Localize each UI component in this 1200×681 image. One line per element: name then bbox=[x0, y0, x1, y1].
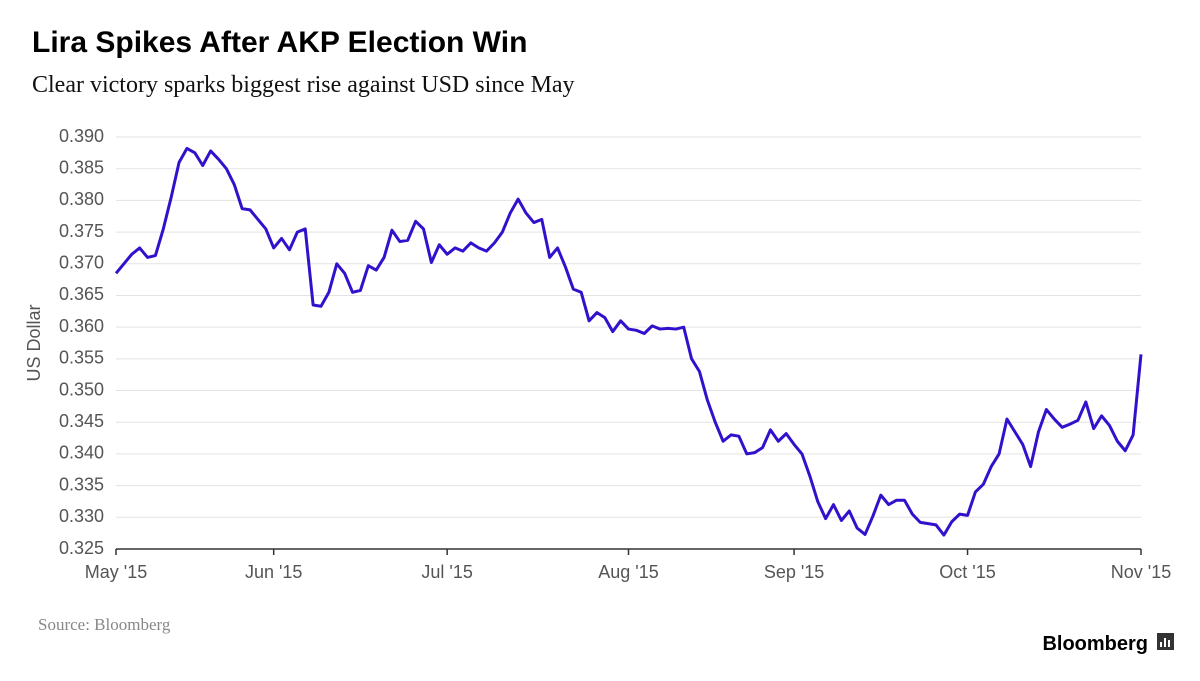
x-tick-label: Nov '15 bbox=[1111, 562, 1171, 582]
y-tick-label: 0.370 bbox=[59, 253, 104, 273]
y-tick-label: 0.325 bbox=[59, 538, 104, 558]
y-tick-label: 0.360 bbox=[59, 316, 104, 336]
x-tick-label: Oct '15 bbox=[939, 562, 995, 582]
y-tick-label: 0.340 bbox=[59, 443, 104, 463]
x-tick-label: Jul '15 bbox=[421, 562, 472, 582]
x-tick-label: Sep '15 bbox=[764, 562, 825, 582]
y-tick-label: 0.390 bbox=[59, 126, 104, 146]
y-tick-label: 0.350 bbox=[59, 379, 104, 399]
brand-icon bbox=[1157, 633, 1174, 650]
source: Source: Bloomberg bbox=[38, 615, 171, 634]
y-tick-label: 0.375 bbox=[59, 221, 104, 241]
brand: Bloomberg bbox=[1042, 633, 1148, 655]
x-tick-label: May '15 bbox=[85, 562, 147, 582]
y-tick-label: 0.355 bbox=[59, 348, 104, 368]
y-tick-label: 0.385 bbox=[59, 157, 104, 177]
y-tick-label: 0.345 bbox=[59, 411, 104, 431]
y-tick-label: 0.380 bbox=[59, 189, 104, 209]
line-series bbox=[114, 146, 1143, 537]
x-tick-label: Aug '15 bbox=[598, 562, 659, 582]
y-tick-label: 0.335 bbox=[59, 474, 104, 494]
y-axis-label: US Dollar bbox=[24, 304, 44, 381]
x-tick-label: Jun '15 bbox=[245, 562, 302, 582]
chart-title: Lira Spikes After AKP Election Win bbox=[32, 26, 527, 59]
y-tick-label: 0.330 bbox=[59, 506, 104, 526]
y-tick-label: 0.365 bbox=[59, 284, 104, 304]
chart-subtitle: Clear victory sparks biggest rise agains… bbox=[32, 72, 575, 98]
